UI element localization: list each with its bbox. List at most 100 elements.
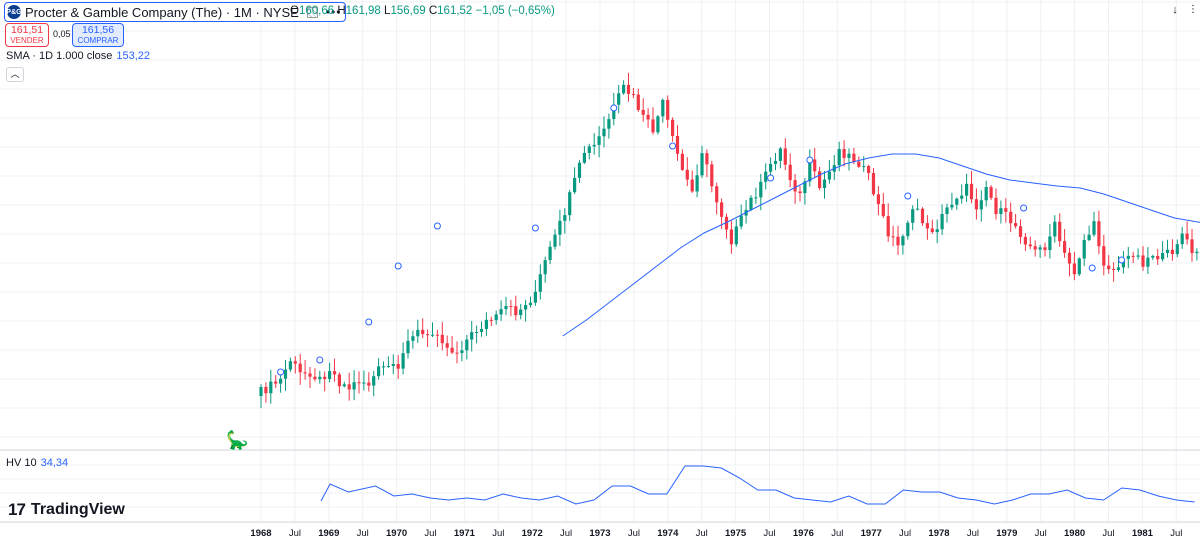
candle-body [279, 378, 283, 384]
candle-body [597, 136, 601, 145]
candle-body [362, 382, 366, 384]
candle-body [465, 339, 469, 351]
candle-body [519, 309, 523, 316]
candle-body [876, 194, 880, 205]
candle-body [1151, 256, 1155, 258]
candle-body [739, 215, 743, 227]
dinosaur-icon[interactable]: 🦕 [226, 430, 249, 450]
sma-legend[interactable]: SMA · 1D 1.000 close 153,22 [6, 50, 150, 62]
candle-body [1170, 249, 1174, 255]
x-tick-label: Jul [492, 528, 504, 539]
candle-body [646, 114, 650, 120]
company-logo-icon: P&G [6, 5, 22, 19]
more-dots-icon[interactable]: ••• [325, 5, 342, 19]
candle-body [764, 171, 768, 182]
candle-body [479, 328, 484, 332]
x-tick-label: 1970 [386, 528, 407, 539]
candle-body [587, 146, 591, 153]
x-tick-label: 1977 [861, 528, 882, 539]
x-tick-label: Jul [289, 528, 301, 539]
arrow-down-icon[interactable]: ↓ [1172, 4, 1178, 16]
flag-icon[interactable] [306, 6, 318, 18]
candle-body [1058, 221, 1062, 242]
candle-body [528, 302, 533, 306]
candle-body [965, 183, 969, 196]
candle-body [857, 161, 861, 167]
dividend-marker [1020, 204, 1028, 212]
dividend-marker [904, 192, 912, 200]
candle-body [533, 291, 537, 303]
high-value: 161,98 [345, 5, 381, 17]
candle-body [798, 191, 802, 194]
candle-body [1023, 236, 1027, 245]
x-tick-label: Jul [899, 528, 911, 539]
x-tick-label: Jul [831, 528, 843, 539]
dividend-marker [806, 156, 814, 164]
buy-button[interactable]: 161,56 COMPRAR [72, 23, 124, 47]
candle-body [720, 202, 724, 217]
spread-value: 0,05 [53, 29, 71, 39]
candle-body [989, 187, 993, 198]
chevron-up-icon[interactable]: ︿ [6, 67, 24, 82]
x-tick-label: 1979 [996, 528, 1017, 539]
tv-mark-icon: 17 [8, 500, 26, 519]
candle-body [783, 148, 787, 165]
candle-body [558, 220, 562, 235]
candle-body [916, 208, 920, 210]
candle-body [617, 93, 621, 105]
symbol-header[interactable]: P&G Procter & Gamble Company (The) · 1M … [4, 2, 347, 22]
sma-line [562, 153, 1200, 337]
candle-body [842, 149, 846, 158]
candle-body [460, 350, 464, 353]
more-icon[interactable]: ⋮ [1188, 4, 1198, 15]
candle-body [1018, 226, 1023, 237]
candle-body [641, 109, 645, 115]
candle-body [573, 177, 577, 193]
candle-body [622, 84, 626, 94]
candle-body [651, 119, 655, 133]
candle-body [960, 195, 964, 199]
candle-body [347, 384, 351, 390]
candle-body [1043, 247, 1047, 251]
dividend-marker [531, 224, 539, 232]
sell-button[interactable]: 161,51 VENDER [5, 23, 49, 47]
x-tick-label: Jul [628, 528, 640, 539]
tradingview-logo[interactable]: 17 TradingView [8, 500, 125, 520]
candle-body [862, 166, 866, 168]
candle-body [769, 163, 773, 172]
candle-body [881, 204, 885, 217]
candle-body [734, 226, 738, 245]
x-tick-label: 1969 [318, 528, 339, 539]
candle-body [470, 332, 474, 340]
candle-body [1165, 249, 1170, 254]
candle-body [440, 334, 444, 344]
candle-body [1092, 221, 1096, 235]
candle-body [543, 260, 547, 275]
candle-body [661, 99, 665, 117]
x-tick-label: 1981 [1132, 528, 1154, 539]
candle-body [1136, 255, 1140, 257]
candle-body [773, 160, 778, 164]
candle-body [955, 198, 959, 205]
candle-body [724, 216, 729, 230]
hv-legend[interactable]: HV 10 34,34 [6, 457, 68, 469]
candle-body [710, 164, 714, 187]
candle-body [548, 246, 552, 261]
candle-body [269, 381, 273, 394]
candle-body [1102, 246, 1106, 266]
candle-body [514, 306, 518, 316]
chart-grid [0, 0, 1200, 522]
candle-body [582, 152, 586, 163]
candle-body [288, 361, 292, 370]
candle-body [1180, 233, 1184, 245]
x-tick-label: 1971 [454, 528, 476, 539]
candle-body [778, 148, 782, 161]
x-tick-label: Jul [1035, 528, 1047, 539]
symbol-title[interactable]: Procter & Gamble Company (The) · 1M · NY… [25, 4, 299, 20]
x-tick-label: Jul [560, 528, 572, 539]
candle-body [891, 236, 895, 238]
candle-body [421, 329, 425, 335]
candle-body [945, 207, 949, 214]
candle-body [1112, 269, 1116, 271]
